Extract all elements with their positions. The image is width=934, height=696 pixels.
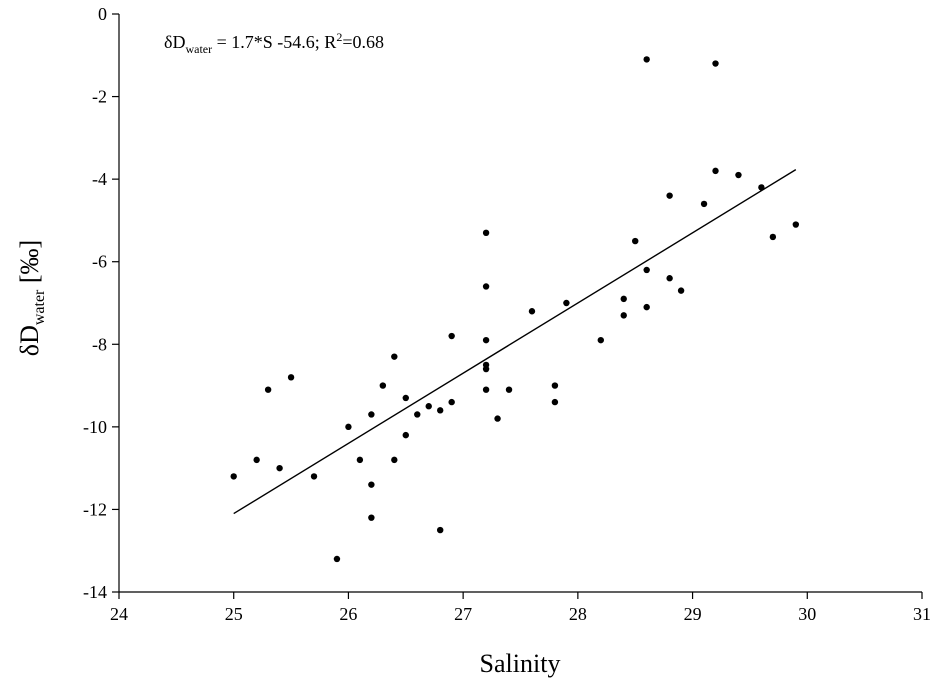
data-point (379, 382, 387, 389)
data-point (391, 456, 398, 464)
data-point (643, 303, 650, 311)
data-point (448, 332, 455, 340)
data-point (391, 353, 398, 360)
data-point (643, 266, 650, 274)
data-point (597, 336, 604, 344)
data-point (551, 382, 559, 389)
x-tick-label: 28 (569, 604, 587, 624)
data-point (310, 473, 318, 480)
data-point (333, 555, 341, 563)
data-point (563, 299, 570, 307)
x-tick-label: 30 (798, 604, 816, 624)
data-point (482, 283, 490, 290)
data-point (632, 237, 639, 245)
data-point (666, 275, 673, 282)
y-tick-label: -12 (83, 499, 107, 519)
data-point (700, 200, 708, 208)
data-point (368, 514, 375, 521)
data-point (264, 386, 272, 393)
data-point (345, 423, 352, 431)
data-point (792, 221, 800, 228)
y-tick-label: -8 (92, 334, 107, 354)
data-point (494, 415, 501, 422)
data-point (735, 171, 742, 179)
data-point (437, 407, 444, 414)
x-tick-label: 25 (225, 604, 243, 624)
data-point (414, 411, 421, 418)
data-point (505, 386, 513, 393)
y-axis-title-suffix: [‰] (15, 240, 44, 290)
y-tick-label: -10 (83, 417, 107, 437)
data-point (402, 431, 409, 439)
x-tick-label: 31 (913, 604, 931, 624)
data-points (230, 56, 800, 563)
x-tick-label: 24 (110, 604, 128, 624)
data-point (482, 229, 490, 237)
data-point (425, 403, 432, 410)
data-point (287, 374, 295, 381)
data-point (437, 526, 444, 534)
data-point (769, 233, 777, 241)
data-point (677, 287, 685, 294)
data-point (482, 365, 490, 373)
data-point (712, 60, 719, 67)
x-ticks: 24 25 26 27 28 29 30 31 (110, 592, 931, 624)
y-ticks: 0 -2 -4 -6 -8 -10 -12 -14 (83, 4, 119, 602)
annotation-subscript: water (185, 42, 212, 56)
data-point (356, 456, 364, 464)
y-axis-title-prefix: δD (15, 325, 44, 356)
data-point (368, 481, 375, 488)
data-point (666, 192, 673, 199)
data-point (528, 308, 536, 315)
axes (118, 14, 922, 593)
data-point (402, 394, 409, 402)
data-point (448, 398, 455, 406)
data-point (368, 411, 375, 418)
x-axis-title: Salinity (480, 649, 561, 678)
regression-line (233, 169, 797, 515)
data-point (758, 184, 765, 191)
y-axis-title: δDwater [‰] (15, 240, 48, 356)
x-tick-label: 26 (339, 604, 357, 624)
y-tick-label: -4 (92, 169, 107, 189)
fit-line-layer (233, 169, 797, 515)
data-point (551, 398, 559, 406)
annotation-r2: =0.68 (342, 32, 384, 52)
annotation-prefix: δD (164, 32, 185, 52)
data-point (712, 167, 719, 175)
data-point (230, 473, 237, 480)
y-axis-title-subscript: water (31, 289, 48, 325)
regression-annotation: δDwater = 1.7*S -54.6; R2=0.68 (164, 30, 384, 56)
y-tick-label: -14 (83, 582, 107, 602)
data-point (276, 464, 283, 472)
y-tick-label: 0 (98, 4, 107, 24)
x-tick-label: 29 (684, 604, 702, 624)
data-point (253, 456, 260, 464)
x-tick-label: 27 (454, 604, 472, 624)
data-point (482, 336, 490, 344)
annotation-equation: = 1.7*S -54.6; R (212, 32, 336, 52)
data-point (620, 312, 627, 319)
y-tick-label: -2 (92, 87, 107, 107)
annotation-superscript: 2 (336, 30, 342, 44)
data-point (482, 386, 490, 393)
y-tick-label: -6 (92, 252, 107, 272)
data-point (620, 295, 627, 303)
data-point (643, 56, 650, 63)
